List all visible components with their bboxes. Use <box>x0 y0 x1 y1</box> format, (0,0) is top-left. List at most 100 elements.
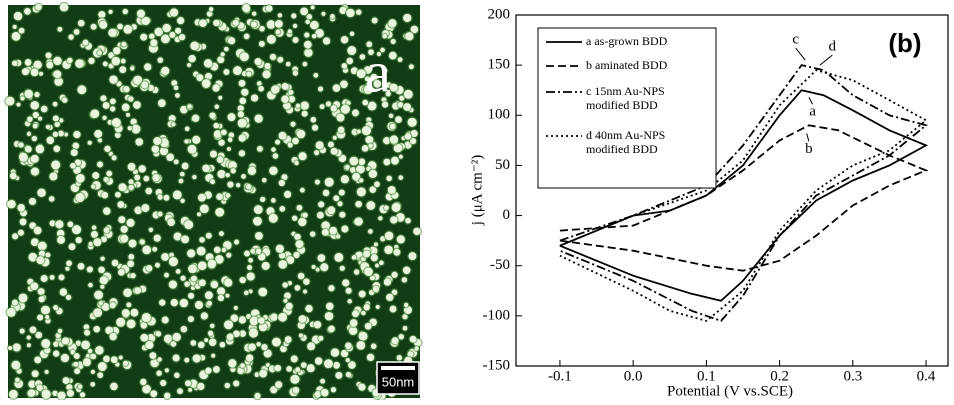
particle <box>157 194 163 200</box>
particle <box>180 325 188 333</box>
particle <box>214 254 224 264</box>
particle <box>197 212 202 217</box>
particle <box>141 204 150 213</box>
particle <box>304 32 310 38</box>
particle <box>340 80 348 89</box>
particle <box>179 171 185 177</box>
particle <box>111 56 121 66</box>
particle <box>32 123 38 129</box>
particle <box>194 300 204 310</box>
particle <box>330 387 337 393</box>
particle <box>275 381 283 389</box>
particle <box>57 130 64 137</box>
particle <box>352 172 361 181</box>
particle <box>227 113 236 122</box>
particle <box>241 88 249 96</box>
particle <box>37 188 46 198</box>
particle <box>227 137 233 143</box>
particle <box>287 142 293 148</box>
particle <box>258 317 265 324</box>
particle <box>91 184 96 189</box>
particle <box>239 330 247 337</box>
particle <box>254 114 263 123</box>
particle <box>341 63 348 69</box>
particle <box>401 277 408 283</box>
particle <box>268 213 278 223</box>
particle <box>213 130 222 138</box>
particle <box>356 340 366 350</box>
particle <box>37 116 43 121</box>
particle <box>246 272 255 281</box>
particle <box>351 310 359 318</box>
particle <box>303 278 310 285</box>
particle <box>333 195 340 202</box>
particle <box>249 316 259 326</box>
particle <box>97 50 102 56</box>
particle <box>150 390 158 398</box>
particle <box>224 278 233 287</box>
particle <box>363 84 373 94</box>
particle <box>24 59 32 66</box>
legend-label: a as-grown BDD <box>586 34 668 48</box>
particle <box>28 197 37 206</box>
particle <box>369 186 377 193</box>
particle <box>376 51 382 57</box>
particle <box>380 47 385 53</box>
particle <box>281 82 289 90</box>
particle <box>178 178 184 184</box>
particle <box>279 205 286 212</box>
particle <box>84 329 91 336</box>
particle <box>198 279 206 287</box>
particle <box>227 181 234 188</box>
particle <box>339 6 347 15</box>
particle <box>163 194 170 201</box>
particle <box>261 261 270 271</box>
particle <box>41 389 51 399</box>
particle <box>310 20 319 30</box>
particle <box>123 86 130 93</box>
particle <box>67 57 73 64</box>
particle <box>81 340 90 350</box>
y-tick-label: -150 <box>483 357 511 373</box>
particle <box>128 239 137 248</box>
particle <box>292 70 299 76</box>
particle <box>173 159 179 165</box>
particle <box>396 235 405 244</box>
particle <box>292 36 299 44</box>
particle <box>358 331 368 341</box>
particle <box>339 211 346 218</box>
particle <box>102 101 110 109</box>
particle <box>30 154 39 163</box>
particle <box>349 156 359 166</box>
particle <box>408 64 414 70</box>
particle <box>309 231 316 237</box>
particle <box>286 256 295 264</box>
particle <box>191 114 200 122</box>
particle <box>167 218 175 227</box>
particle <box>168 257 178 267</box>
particle <box>410 25 419 34</box>
particle <box>241 174 246 179</box>
particle <box>59 3 69 12</box>
particle <box>148 33 155 40</box>
particle <box>179 298 189 308</box>
particle <box>277 13 283 18</box>
particle <box>57 26 63 32</box>
cv-curve <box>559 64 928 322</box>
particle <box>157 99 166 108</box>
particle <box>349 319 358 327</box>
particle <box>111 155 117 161</box>
particle <box>251 11 257 16</box>
particle <box>122 360 129 366</box>
particle <box>263 349 272 358</box>
particle <box>254 392 261 400</box>
particle <box>204 291 213 300</box>
particle <box>109 302 116 309</box>
particle <box>75 59 84 68</box>
particle <box>311 264 316 269</box>
particle <box>103 355 110 363</box>
particle <box>389 123 396 130</box>
particle <box>355 9 362 15</box>
particle <box>243 250 250 257</box>
particle <box>181 235 190 244</box>
